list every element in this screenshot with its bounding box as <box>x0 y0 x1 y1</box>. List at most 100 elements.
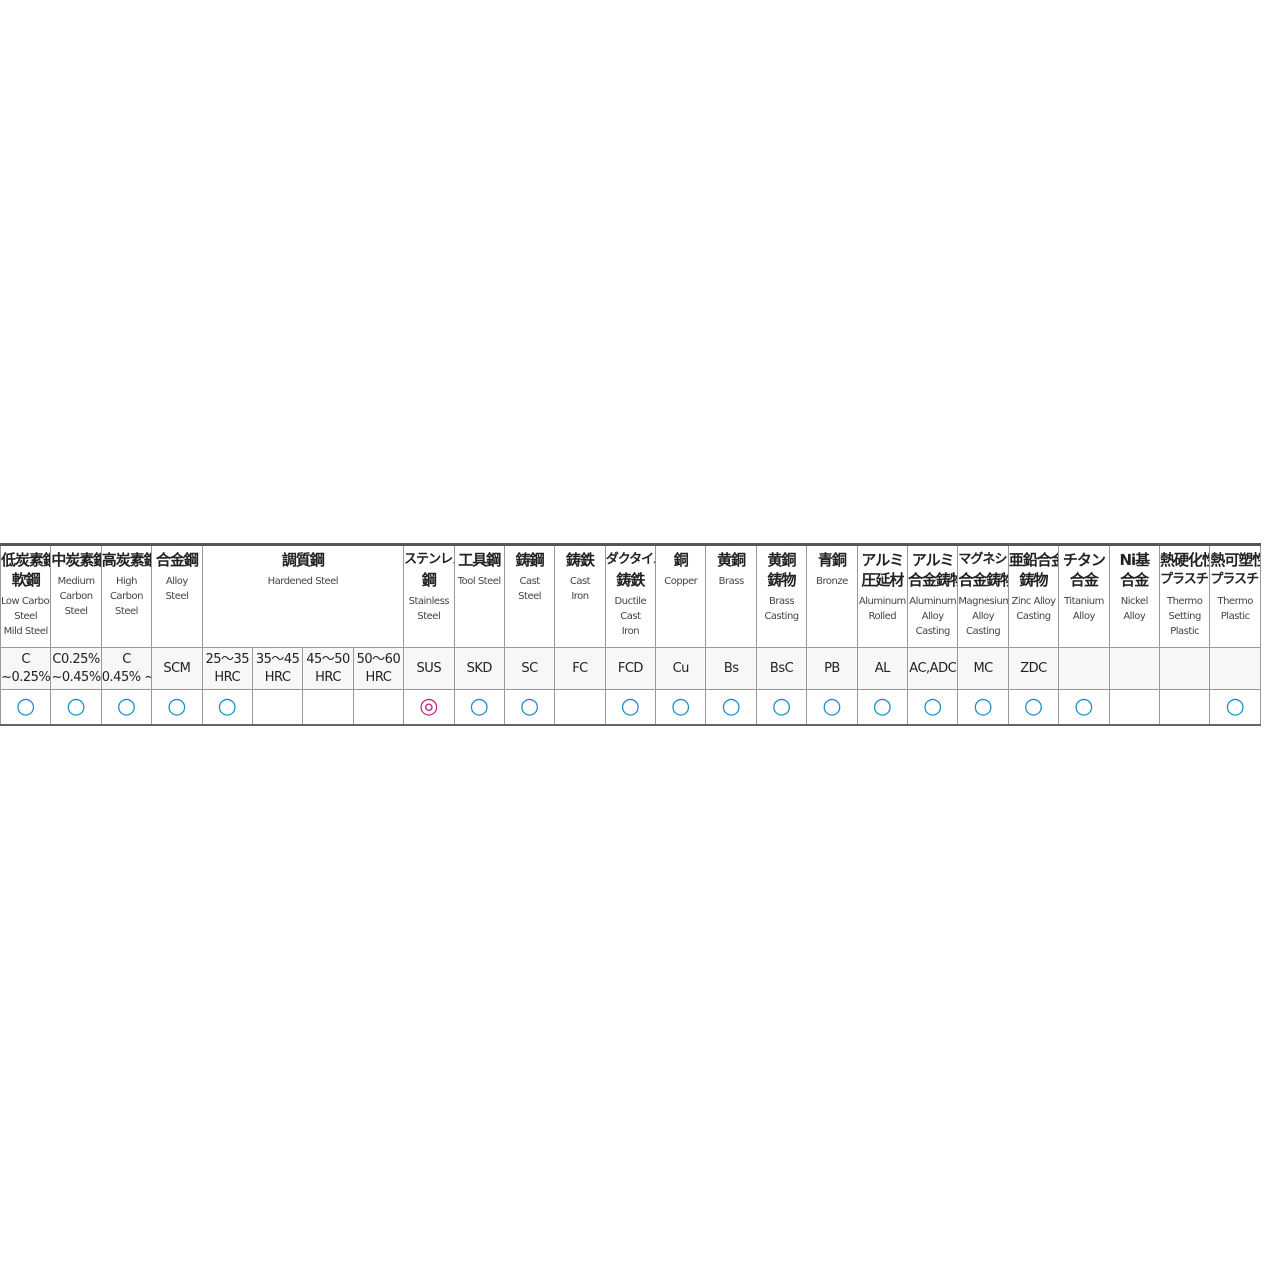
material-name-en: Alloy <box>972 611 995 622</box>
grade-code-cell: ZDC <box>1007 647 1060 690</box>
material-header: 熱可塑性プラスチック Thermo Plastic <box>1209 544 1261 648</box>
material-name-ja: 合金鋳物 <box>958 571 1007 589</box>
material-name-ja: 亜鉛合金 <box>1008 551 1057 569</box>
material-header: 合金鋼 Alloy Steel <box>151 544 203 648</box>
material-header: 青銅 Bronze <box>806 544 858 648</box>
grade-code: HRC <box>214 669 241 685</box>
material-name-en: Hardened Steel <box>267 576 339 587</box>
material-header: 中炭素鋼 Medium Carbon Steel <box>50 544 102 648</box>
grade-code-cell: SCM <box>151 647 203 690</box>
material-table-wrap: 低炭素鋼軟鋼 Low Carbon Steel Mild Steel 中炭素鋼 Mediu… <box>0 543 1261 726</box>
rating-symbol: ○ <box>217 694 237 719</box>
material-name-ja: Ni基 <box>1119 551 1150 569</box>
rating-cell <box>352 689 405 726</box>
rating-cell: ○ <box>806 689 858 726</box>
material-name-en: Cast <box>519 576 540 587</box>
rating-cell: ○ <box>50 689 102 726</box>
material-name-ja: 銅 <box>673 551 689 569</box>
grade-code-cell: 35～45 HRC <box>251 647 304 690</box>
grade-code: SKD <box>466 660 493 676</box>
rating-cell <box>1108 689 1160 726</box>
material-name-ja: アルミ <box>911 551 955 569</box>
grade-code: AC,ADC <box>909 660 957 676</box>
material-name-ja: 黄銅 <box>767 551 797 569</box>
rating-symbol: ◎ <box>419 694 439 719</box>
grade-code: FC <box>572 660 588 676</box>
grade-code-cell: C ~0.25% <box>0 647 52 690</box>
material-name-en: High <box>115 576 137 587</box>
grade-code: HRC <box>315 669 341 685</box>
grade-code: ~0.25% <box>1 669 51 685</box>
material-name-ja: 黄銅 <box>717 551 746 569</box>
material-name-en: Bronze <box>816 576 848 587</box>
rating-symbol: ○ <box>66 694 86 719</box>
rating-cell: ○ <box>100 689 153 726</box>
material-name-ja: 調質鋼 <box>281 551 325 569</box>
material-name-en: Casting <box>764 611 799 622</box>
material-name-ja: 中炭素鋼 <box>51 551 100 569</box>
grade-code: 25～35 <box>205 651 250 667</box>
rating-symbol: ○ <box>469 694 489 719</box>
material-header: 低炭素鋼軟鋼 Low Carbon Steel Mild Steel <box>0 544 52 648</box>
material-name-en: Aluminum <box>858 596 906 607</box>
grade-code-cell: FC <box>554 647 606 690</box>
rating-cell: ○ <box>453 689 505 726</box>
grade-code-cell: Bs <box>705 647 757 690</box>
material-name-en: Cast <box>569 576 591 587</box>
grade-code: Cu <box>672 660 690 676</box>
material-header: アルミ 圧延材 Aluminum Rolled <box>856 544 909 648</box>
material-name-en: Aluminum <box>909 596 957 607</box>
material-name-en: Mild Steel <box>3 626 49 637</box>
material-name-en: Steel <box>14 611 38 622</box>
material-name-en: Zinc Alloy <box>1011 596 1056 607</box>
grade-code-cell: Cu <box>655 647 707 690</box>
grade-code-cell: C 0.45% ~ <box>100 647 153 690</box>
header-row: 低炭素鋼軟鋼 Low Carbon Steel Mild Steel 中炭素鋼 Mediu… <box>0 544 1261 648</box>
material-header: 黄銅 鋳物 Brass Casting <box>755 544 808 648</box>
rating-cell <box>302 689 354 726</box>
material-name-en: Brass <box>718 576 745 587</box>
rating-cell: ○ <box>1209 689 1261 726</box>
rating-symbol: ○ <box>671 694 691 719</box>
material-name-ja: 工具鋼 <box>458 551 501 569</box>
material-header: ダクタイル鋳鉄 Ductile Cast Iron <box>604 544 657 648</box>
material-name-ja: ステンレス <box>404 552 453 567</box>
grade-code: 35～45 <box>255 651 300 667</box>
rating-symbol: ○ <box>520 694 540 719</box>
grade-code: BsC <box>769 660 794 676</box>
grade-code: PB <box>824 660 840 676</box>
rating-cell: ○ <box>1058 689 1110 726</box>
material-name-en: Medium <box>57 576 96 587</box>
rating-cell: ○ <box>503 689 556 726</box>
code-row: C ~0.25% C0.25% ~0.45% C 0.45% ~ SCM 25～35 HRC 35… <box>0 647 1261 690</box>
material-header: Ni基 合金 Nickel Alloy <box>1108 544 1160 648</box>
material-name-en: Alloy <box>1072 611 1095 622</box>
material-name-ja: 合金 <box>1120 571 1149 589</box>
material-name-en: Iron <box>621 626 640 637</box>
material-name-en: Ductile <box>614 596 647 607</box>
material-name-en: Steel <box>518 591 542 602</box>
grade-code: HRC <box>365 669 392 685</box>
grade-code-cell: C0.25% ~0.45% <box>50 647 102 690</box>
material-name-en: Titanium <box>1063 596 1104 607</box>
material-name-ja: 熱可塑性 <box>1210 551 1260 569</box>
rating-cell: ○ <box>604 689 657 726</box>
grade-code-cell: SUS <box>403 647 455 690</box>
material-name-en: Tool Steel <box>457 576 501 587</box>
material-name-en: Low Carbon <box>1 596 51 607</box>
material-name-ja: 低炭素鋼 <box>1 551 50 569</box>
rating-cell: ○ <box>0 689 52 726</box>
material-name-ja: 合金鋼 <box>155 551 199 569</box>
grade-code: AL <box>874 660 891 676</box>
material-header: 黄銅 Brass <box>705 544 757 648</box>
material-name-ja: プラスチック <box>1210 572 1260 587</box>
material-name-en: Stainless <box>408 596 450 607</box>
rating-cell: ○ <box>755 689 808 726</box>
material-name-en: Steel <box>417 611 441 622</box>
grade-code: C0.25% <box>52 651 100 667</box>
material-header: 銅 Copper <box>655 544 707 648</box>
material-name-en: Plastic <box>1170 626 1200 637</box>
material-name-en: Casting <box>966 626 1001 637</box>
material-name-en: Thermo <box>1217 596 1253 607</box>
material-header: 高炭素鋼 High Carbon Steel <box>100 544 153 648</box>
